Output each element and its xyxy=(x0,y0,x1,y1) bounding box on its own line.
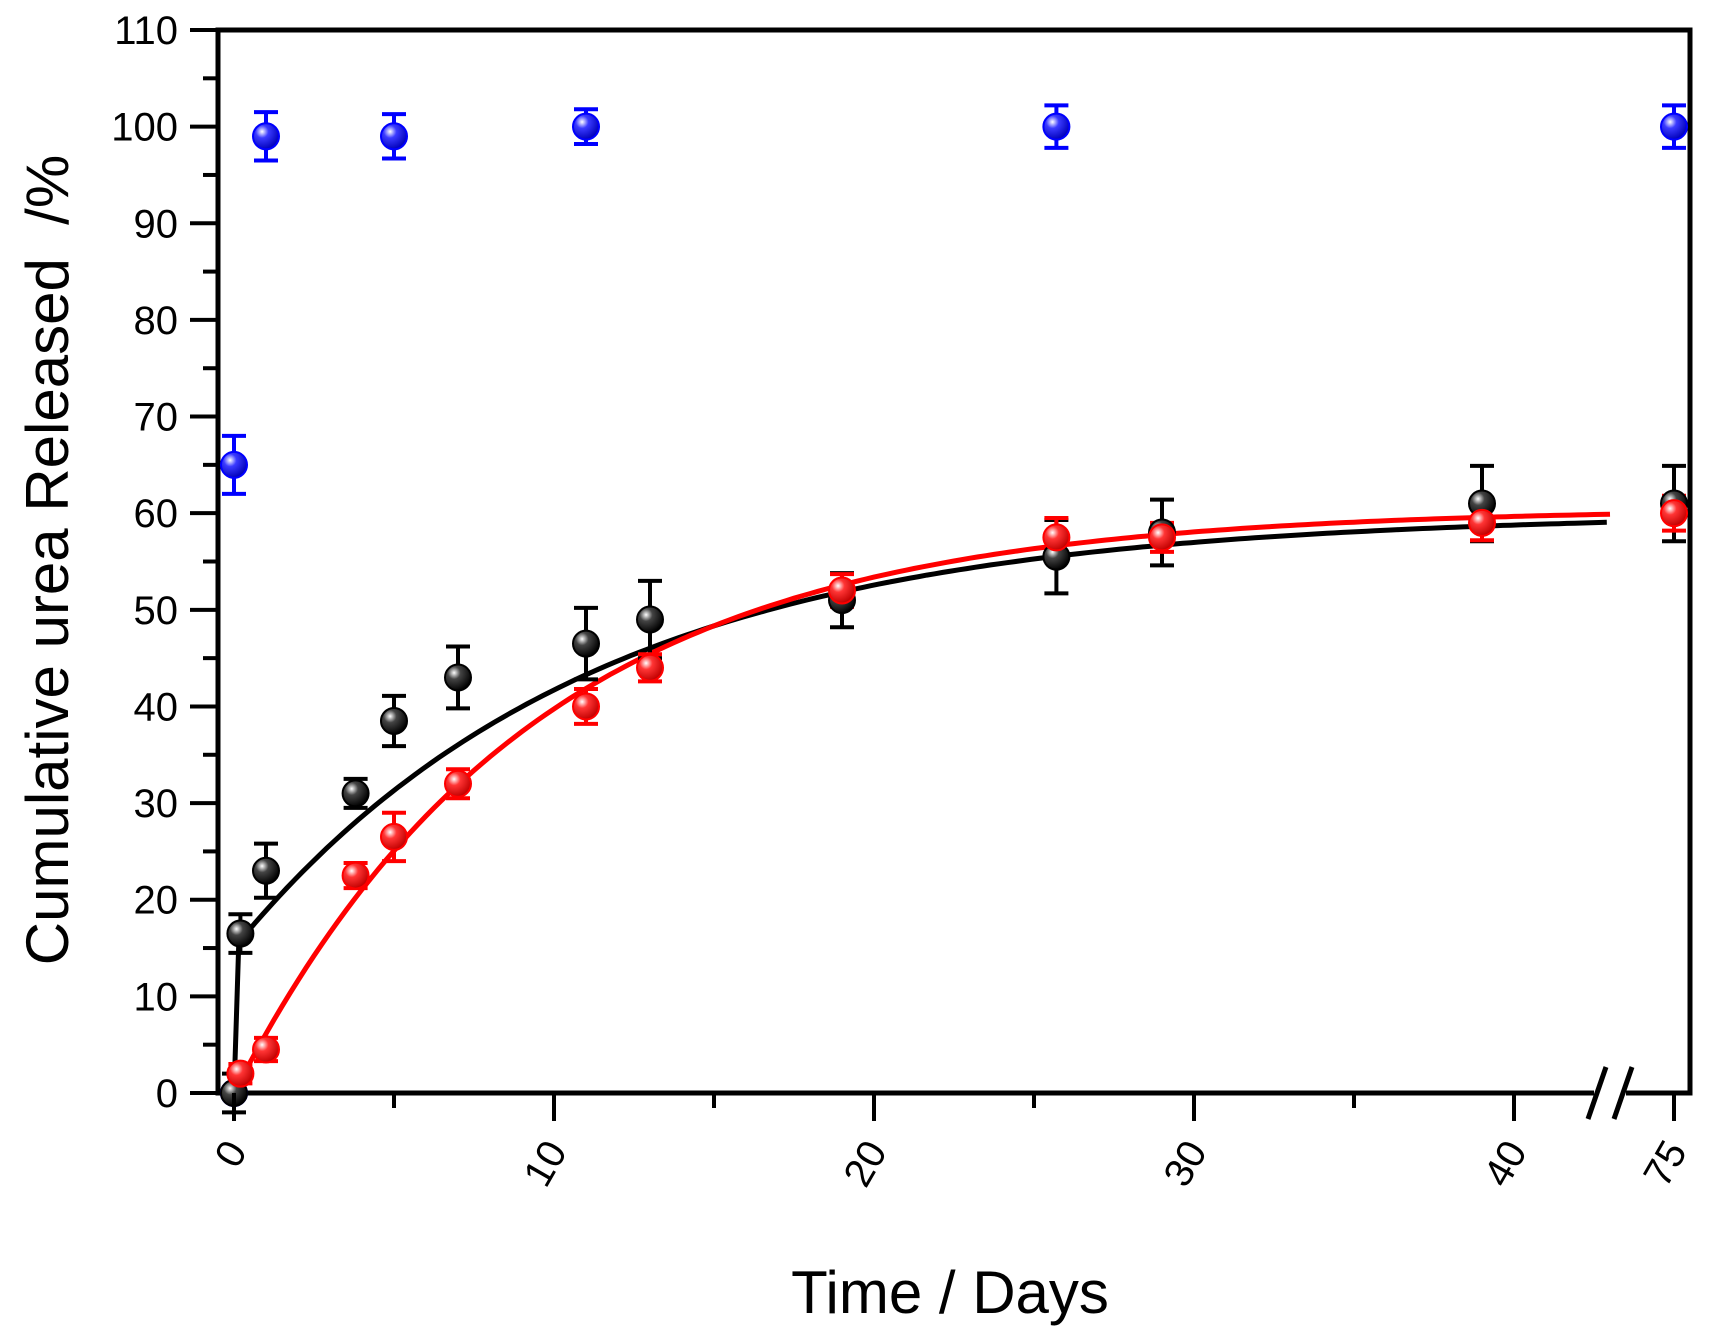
x-tick-label: 20 xyxy=(835,1134,895,1195)
data-point xyxy=(636,653,664,682)
y-axis: 0 10 20 30 40 50 60 70 80 90 100 110 xyxy=(111,9,218,1116)
y-tick-label: 50 xyxy=(134,589,179,633)
data-point xyxy=(1148,523,1176,552)
y-axis-title: Cumulative urea Released /% xyxy=(14,155,81,965)
data-point xyxy=(380,122,408,151)
fit-curves xyxy=(231,511,1611,1095)
y-tick-label: 60 xyxy=(134,492,179,536)
y-tick-label: 0 xyxy=(156,1072,178,1116)
x-tick-label: 10 xyxy=(515,1134,575,1195)
x-tick-label: 0 xyxy=(207,1134,256,1175)
y-tick-label: 80 xyxy=(134,299,179,343)
y-tick-label: 110 xyxy=(114,9,178,53)
data-point xyxy=(380,706,408,735)
data-point xyxy=(1042,523,1071,552)
data-point xyxy=(572,692,600,721)
error-bars xyxy=(222,103,1686,1115)
data-point xyxy=(252,856,280,885)
y-tick-label: 70 xyxy=(134,396,179,440)
data-point xyxy=(572,112,600,141)
data-point xyxy=(252,1035,280,1064)
data-point xyxy=(252,122,280,151)
data-point xyxy=(341,861,370,890)
y-tick-label: 100 xyxy=(111,106,178,150)
data-point xyxy=(444,769,472,798)
data-point xyxy=(220,450,248,479)
x-axis: 0 10 20 30 40 75 xyxy=(207,1066,1696,1195)
fit-curve xyxy=(231,511,1611,1095)
data-point xyxy=(1042,112,1071,141)
data-point xyxy=(1660,499,1688,528)
y-tick-label: 20 xyxy=(134,879,179,923)
data-point xyxy=(1468,508,1496,537)
x-tick-label: 75 xyxy=(1635,1134,1695,1195)
data-point xyxy=(572,629,600,658)
data-points xyxy=(220,112,1688,1107)
y-tick-label: 90 xyxy=(134,202,179,246)
data-point xyxy=(226,1059,255,1088)
data-point xyxy=(226,919,255,948)
y-tick-label: 30 xyxy=(134,782,179,826)
data-point xyxy=(380,822,408,851)
data-point xyxy=(636,605,664,634)
data-point xyxy=(444,663,472,692)
y-tick-label: 10 xyxy=(134,975,179,1019)
data-point xyxy=(1660,112,1688,141)
x-axis-break xyxy=(1585,1066,1635,1120)
fit-curve xyxy=(231,519,1607,1094)
x-tick-label: 30 xyxy=(1155,1134,1215,1195)
x-axis-title: Time / Days xyxy=(791,1259,1109,1326)
data-point xyxy=(828,576,856,605)
data-point xyxy=(341,779,370,808)
y-tick-label: 40 xyxy=(134,685,179,729)
x-tick-label: 40 xyxy=(1475,1134,1535,1195)
